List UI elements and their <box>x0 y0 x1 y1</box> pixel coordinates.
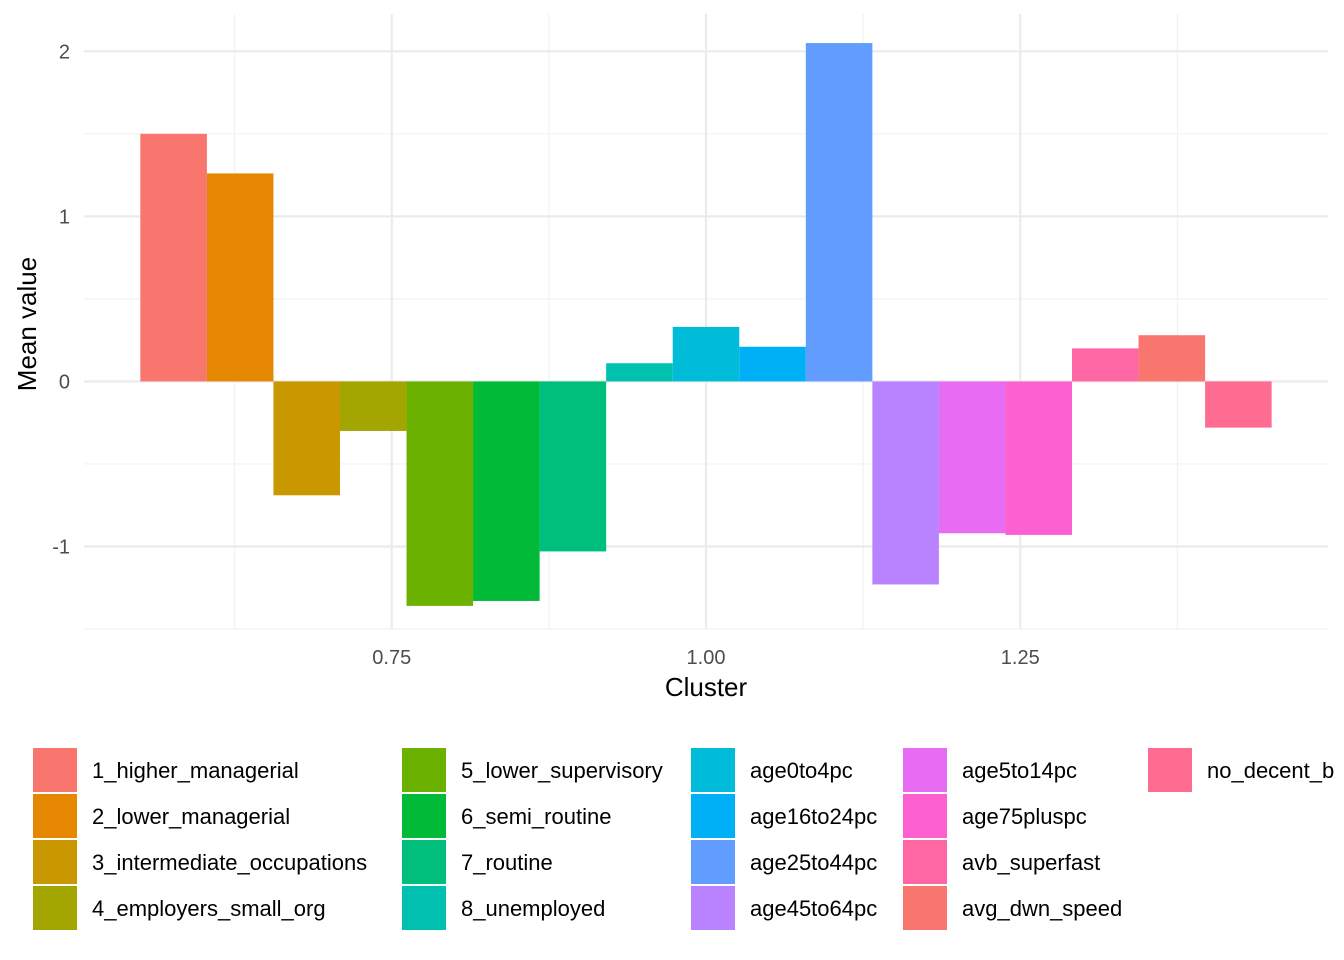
legend-item: 5_lower_supervisory <box>402 748 663 792</box>
bar-7-routine <box>539 381 607 552</box>
legend-item: 3_intermediate_occupations <box>33 840 367 884</box>
legend-item: 2_lower_managerial <box>33 794 290 838</box>
legend-label: 3_intermediate_occupations <box>92 850 367 875</box>
legend-key <box>1148 748 1192 792</box>
y-tick-label: -1 <box>52 536 70 558</box>
legend-label: age75pluspc <box>962 804 1087 829</box>
legend-label: age5to14pc <box>962 758 1077 783</box>
legend-key <box>903 748 947 792</box>
bar-5-lower-supervisory <box>406 381 474 606</box>
legend-item: 4_employers_small_org <box>33 886 326 930</box>
legend-label: age45to64pc <box>750 896 877 921</box>
legend-key <box>691 840 735 884</box>
legend-key <box>402 886 446 930</box>
legend-label: 7_routine <box>461 850 553 875</box>
legend-label: 8_unemployed <box>461 896 605 921</box>
legend-key <box>402 794 446 838</box>
legend-key <box>33 886 77 930</box>
legend-item: age25to44pc <box>691 840 877 884</box>
x-axis-title: Cluster <box>665 672 748 702</box>
legend-label: no_decent_b <box>1207 758 1334 783</box>
x-tick-label: 0.75 <box>372 647 411 669</box>
legend-item: 8_unemployed <box>402 886 605 930</box>
legend-item: no_decent_b <box>1148 748 1334 792</box>
legend-key <box>33 794 77 838</box>
legend-label: age0to4pc <box>750 758 853 783</box>
y-axis-title: Mean value <box>12 257 42 391</box>
x-tick-label: 1.00 <box>687 647 726 669</box>
legend-label: age25to44pc <box>750 850 877 875</box>
legend-item: 7_routine <box>402 840 553 884</box>
legend-key <box>402 748 446 792</box>
legend-item: 1_higher_managerial <box>33 748 299 792</box>
legend-label: 2_lower_managerial <box>92 804 290 829</box>
legend-key <box>903 886 947 930</box>
bar-age5to14pc <box>938 381 1006 534</box>
bar-avg-dwn-speed <box>1138 335 1206 382</box>
bar-age45to64pc <box>872 381 939 585</box>
legend-item: age16to24pc <box>691 794 877 838</box>
legend-label: age16to24pc <box>750 804 877 829</box>
legend-key <box>33 748 77 792</box>
bar-3-intermediate-occupations <box>273 381 340 496</box>
bar-no-decent-b <box>1205 381 1272 428</box>
legend-item: age75pluspc <box>903 794 1087 838</box>
legend-item: age5to14pc <box>903 748 1077 792</box>
legend-label: 6_semi_routine <box>461 804 611 829</box>
x-tick-labels: 0.75 1.00 1.25 <box>372 647 1039 669</box>
legend: 1_higher_managerial 2_lower_managerial 3_i… <box>33 748 1334 930</box>
y-tick-labels: -1 0 1 2 <box>52 41 70 558</box>
legend-label: 5_lower_supervisory <box>461 758 663 783</box>
bar-age75pluspc <box>1005 381 1073 535</box>
legend-item: avg_dwn_speed <box>903 886 1122 930</box>
y-tick-label: 1 <box>59 206 70 228</box>
x-tick-label: 1.25 <box>1001 647 1040 669</box>
legend-key <box>691 886 735 930</box>
legend-item: age45to64pc <box>691 886 877 930</box>
bar-avb-superfast <box>1072 348 1139 382</box>
legend-item: 6_semi_routine <box>402 794 611 838</box>
bar-6-semi-routine <box>473 381 540 601</box>
bar-age16to24pc <box>739 346 806 382</box>
bar-age0to4pc <box>672 326 740 382</box>
y-tick-label: 0 <box>59 371 70 393</box>
legend-label: 4_employers_small_org <box>92 896 326 921</box>
legend-label: 1_higher_managerial <box>92 758 299 783</box>
legend-key <box>691 748 735 792</box>
bars <box>140 43 1272 606</box>
legend-item: avb_superfast <box>903 840 1100 884</box>
legend-label: avb_superfast <box>962 850 1100 875</box>
legend-key <box>33 840 77 884</box>
bar-age25to44pc <box>805 43 873 382</box>
bar-8-unemployed <box>606 363 673 382</box>
bar-4-employers-small-org <box>339 381 407 431</box>
bar-2-lower-managerial <box>206 173 274 382</box>
y-tick-label: 2 <box>59 41 70 63</box>
legend-key <box>903 840 947 884</box>
legend-key <box>691 794 735 838</box>
legend-key <box>903 794 947 838</box>
bar-1-higher-managerial <box>140 133 207 382</box>
legend-key <box>402 840 446 884</box>
legend-item: age0to4pc <box>691 748 853 792</box>
legend-label: avg_dwn_speed <box>962 896 1122 921</box>
